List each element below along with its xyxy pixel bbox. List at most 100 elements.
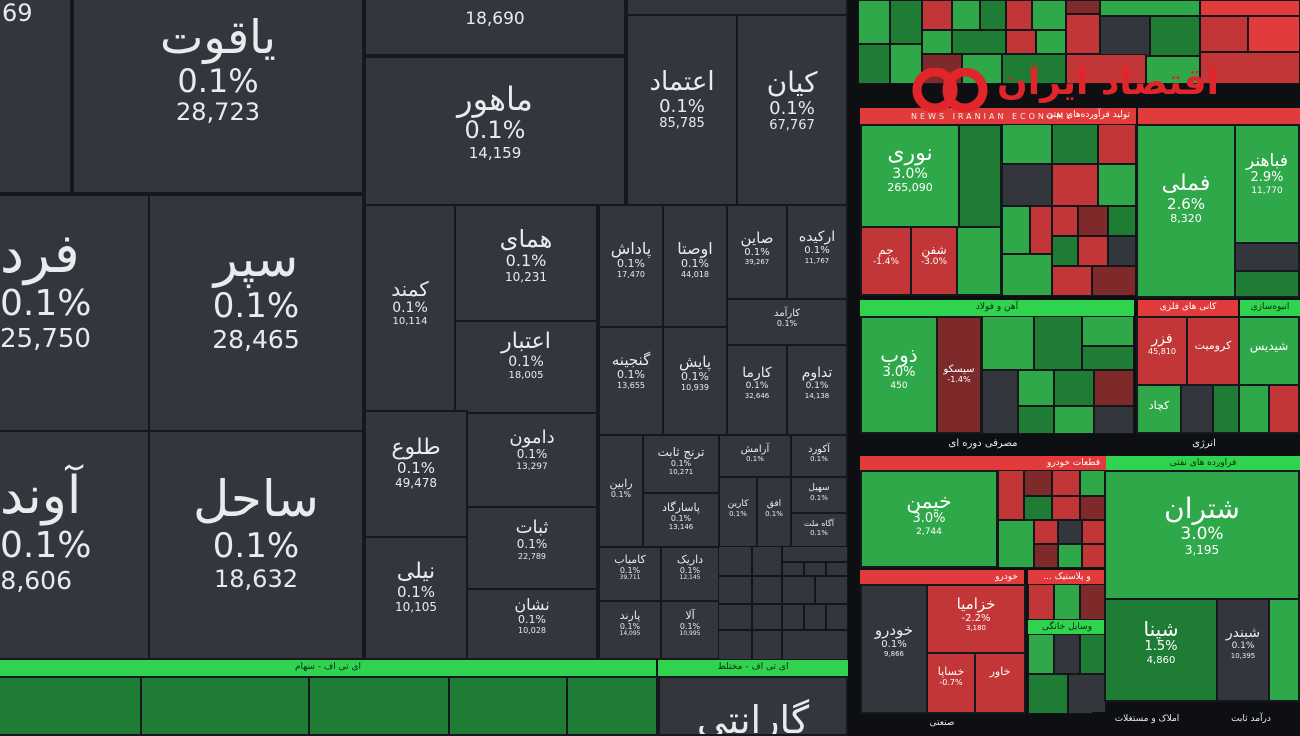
tile-khimen[interactable]: خیمن 3.0% 2,744	[860, 470, 998, 568]
mosaic-tile[interactable]	[1066, 0, 1100, 14]
micro-tile[interactable]	[752, 576, 782, 604]
tile-t_69[interactable]: 69	[0, 0, 72, 194]
micro-tile[interactable]	[782, 576, 815, 604]
etf-tile[interactable]	[0, 676, 142, 736]
mosaic-tile[interactable]	[1054, 634, 1080, 674]
tile-kromit[interactable]: کرومیت	[1186, 316, 1240, 386]
etf-tile[interactable]	[566, 676, 658, 736]
tile-shepna[interactable]: شپنا 1.5% 4,860	[1104, 598, 1218, 702]
etf-tile[interactable]	[448, 676, 568, 736]
tile-etemad[interactable]: اعتماد 0.1% 85,785	[626, 14, 738, 206]
tile-jam[interactable]: جم -1.4%	[860, 226, 912, 296]
tile-small[interactable]	[1180, 384, 1214, 434]
tile-avand[interactable]: آوند 0.1% 8,606	[0, 430, 150, 660]
micro-tile[interactable]	[826, 562, 848, 576]
mosaic-tile[interactable]	[1028, 634, 1054, 674]
mosaic-tile[interactable]	[890, 0, 922, 44]
mosaic-tile[interactable]	[1052, 124, 1098, 164]
tile-padash[interactable]: پاداش 0.1% 17,470	[598, 204, 664, 328]
mosaic-tile[interactable]	[1248, 16, 1300, 52]
micro-tile[interactable]	[752, 546, 782, 576]
tile-payesh[interactable]: پایش 0.1% 10,939	[662, 326, 728, 436]
tile-small[interactable]	[1238, 384, 1270, 434]
mosaic-tile[interactable]	[1082, 520, 1106, 544]
mosaic-tile[interactable]	[1100, 0, 1200, 16]
micro-tile[interactable]	[826, 604, 848, 630]
mosaic-tile[interactable]	[1034, 520, 1058, 544]
mosaic-tile[interactable]	[952, 30, 1006, 54]
tile-zob[interactable]: ذوب 3.0% 450	[860, 316, 938, 434]
tile-fazar[interactable]: فزر 45,810	[1136, 316, 1188, 386]
mosaic-tile[interactable]	[1058, 520, 1082, 544]
mosaic-tile[interactable]	[1098, 124, 1136, 164]
mosaic-tile[interactable]	[1098, 164, 1136, 206]
mosaic-tile[interactable]	[980, 0, 1006, 30]
tile-shetran[interactable]: شتران 3.0% 3,195	[1104, 470, 1300, 600]
mosaic-tile[interactable]	[1108, 236, 1136, 266]
tile-damoon[interactable]: دامون 0.1% 13,297	[466, 412, 598, 508]
mosaic-tile[interactable]	[1068, 674, 1106, 714]
tile-ofogh[interactable]: افق 0.1%	[756, 476, 792, 548]
tile-khodro[interactable]: خودرو 0.1% 9,866	[860, 584, 928, 714]
micro-tile[interactable]	[782, 604, 804, 630]
tile-small[interactable]	[1234, 270, 1300, 298]
mosaic-tile[interactable]	[1094, 406, 1134, 434]
mosaic-tile[interactable]	[1080, 634, 1106, 674]
tile-ala[interactable]: آلا 0.1% 10,995	[660, 600, 720, 660]
tile-rabin[interactable]: رابین 0.1%	[598, 434, 644, 548]
mosaic-tile[interactable]	[1082, 316, 1134, 346]
micro-tile[interactable]	[782, 546, 848, 562]
mosaic-tile[interactable]	[1054, 370, 1094, 406]
tile-saeen[interactable]: صاین 0.1% 39,267	[726, 204, 788, 300]
mosaic-tile[interactable]	[1006, 0, 1032, 30]
micro-tile[interactable]	[718, 546, 752, 576]
tile-small[interactable]	[1268, 598, 1300, 702]
tile-noori[interactable]: نوری 3.0% 265,090	[860, 124, 960, 228]
micro-tile[interactable]	[752, 630, 782, 660]
mosaic-tile[interactable]	[1200, 16, 1248, 52]
tile-kamand[interactable]: کمند 0.1% 10,114	[364, 204, 456, 412]
mosaic-tile[interactable]	[1028, 584, 1054, 620]
mosaic-tile[interactable]	[982, 316, 1034, 370]
mosaic-tile[interactable]	[1082, 544, 1106, 568]
mosaic-tile[interactable]	[1200, 0, 1300, 16]
mosaic-tile[interactable]	[998, 520, 1034, 568]
tile-fameli[interactable]: فملی 2.6% 8,320	[1136, 124, 1236, 298]
mosaic-tile[interactable]	[1080, 470, 1106, 496]
mosaic-tile[interactable]	[1002, 124, 1052, 164]
mosaic-tile[interactable]	[998, 470, 1024, 520]
tile-sehil[interactable]: سهیل 0.1%	[790, 476, 848, 514]
tile-khasapa[interactable]: خساپا -0.7%	[926, 652, 976, 714]
mosaic-tile[interactable]	[1080, 496, 1106, 520]
mosaic-tile[interactable]	[1032, 0, 1066, 30]
micro-tile[interactable]	[718, 630, 752, 660]
tile-aramesh[interactable]: آرامش 0.1%	[718, 434, 792, 478]
tile-karin[interactable]: کارین 0.1%	[718, 476, 758, 548]
tile-small[interactable]	[1234, 242, 1300, 272]
mosaic-tile[interactable]	[1080, 584, 1106, 620]
mosaic-tile[interactable]	[1024, 470, 1052, 496]
mosaic-tile[interactable]	[1078, 206, 1108, 236]
micro-tile[interactable]	[804, 604, 826, 630]
mosaic-tile[interactable]	[1052, 206, 1078, 236]
tile-nili[interactable]: نیلی 0.1% 10,105	[364, 536, 468, 660]
mosaic-tile[interactable]	[858, 0, 890, 44]
mosaic-tile[interactable]	[1146, 56, 1200, 84]
tile-parand[interactable]: پارند 0.1% 14,095	[598, 600, 662, 660]
tile-small[interactable]	[1212, 384, 1240, 434]
tile-kamyab[interactable]: کامیاب 0.1% 39,711	[598, 546, 662, 602]
tile-shafan[interactable]: شفن -3.0%	[910, 226, 958, 296]
mosaic-tile[interactable]	[1002, 254, 1052, 296]
mosaic-tile[interactable]	[858, 44, 890, 84]
mosaic-tile[interactable]	[1028, 674, 1068, 714]
mosaic-tile[interactable]	[1052, 496, 1080, 520]
mosaic-tile[interactable]	[1052, 164, 1098, 206]
mosaic-tile[interactable]	[1200, 52, 1300, 84]
tile-karamd[interactable]: کارآمد 0.1%	[726, 298, 848, 346]
mosaic-tile[interactable]	[1054, 584, 1080, 620]
mosaic-tile[interactable]	[1066, 54, 1146, 84]
tile-tadavom[interactable]: تداوم 0.1% 14,138	[786, 344, 848, 436]
mosaic-tile[interactable]	[1150, 16, 1200, 56]
mosaic-tile[interactable]	[1002, 54, 1066, 84]
mosaic-tile[interactable]	[1100, 16, 1150, 56]
